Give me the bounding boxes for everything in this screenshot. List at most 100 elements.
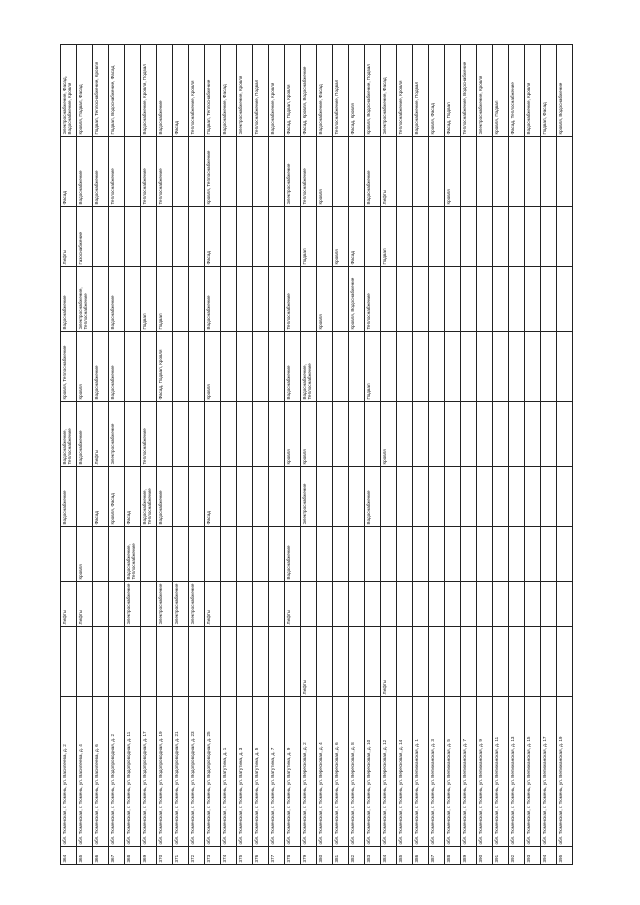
row-number: 367 — [108, 846, 125, 865]
work-cell — [236, 581, 253, 627]
work-cell — [524, 466, 541, 527]
work-cell — [172, 136, 189, 207]
work-cell — [476, 331, 493, 402]
work-cell: Водоснабжение, Теплоснабжение — [60, 401, 77, 467]
work-cell — [140, 331, 157, 402]
work-cell — [236, 466, 253, 527]
work-cell — [396, 401, 413, 467]
work-cell — [412, 401, 429, 467]
work-cell — [524, 581, 541, 627]
row-number: 368 — [124, 846, 141, 865]
work-cell: Водоснабжение — [76, 136, 93, 207]
table-row: 392 обл. Тюменская, г. Тюмень, ул. Велижа… — [508, 44, 525, 865]
work-cell: Кровля — [76, 331, 93, 402]
work-cell — [92, 526, 109, 582]
work-cell — [428, 136, 445, 207]
work-cell — [540, 626, 557, 697]
work-cell — [428, 466, 445, 527]
work-cell — [332, 401, 349, 467]
work-cell: Водоснабжение — [108, 331, 125, 402]
work-cell — [460, 331, 477, 402]
work-cell — [476, 466, 493, 527]
work-cell: Лифты — [204, 581, 221, 627]
work-cell — [188, 266, 205, 332]
work-cell — [492, 526, 509, 582]
work-cell — [508, 581, 525, 627]
work-cell — [92, 581, 109, 627]
work-cell: Фасад — [204, 206, 221, 267]
address-cell: обл. Тюменская, г. Тюмень, ул. Велижанск… — [460, 696, 477, 847]
work-cell: Теплоснабжение, Водоснабжение — [460, 44, 477, 137]
work-cell — [172, 206, 189, 267]
work-cell — [188, 401, 205, 467]
work-cell: Водоснабжение, Кровля — [268, 44, 285, 137]
work-cell: Фасад, Подвал, Кровля — [284, 44, 301, 137]
row-number: 382 — [348, 846, 365, 865]
work-cell — [332, 136, 349, 207]
work-cell — [428, 266, 445, 332]
work-cell — [428, 331, 445, 402]
work-cell — [140, 581, 157, 627]
work-cell — [108, 626, 125, 697]
work-cell — [252, 266, 269, 332]
work-cell — [188, 626, 205, 697]
row-number: 365 — [76, 846, 93, 865]
work-cell — [204, 626, 221, 697]
table-row: 394 обл. Тюменская, г. Тюмень, ул. Велижа… — [540, 44, 557, 865]
address-cell: обл. Тюменская, г. Тюмень, ул. Велижанск… — [428, 696, 445, 847]
work-cell — [540, 581, 557, 627]
table-row: 391 обл. Тюменская, г. Тюмень, ул. Велижа… — [492, 44, 509, 865]
work-cell: Газоснабжение — [76, 206, 93, 267]
work-cell — [252, 331, 269, 402]
table-row: 377 обл. Тюменская, г. Тюмень, ул. Ватути… — [268, 44, 285, 865]
work-cell: Водоснабжение — [204, 266, 221, 332]
work-cell: Теплоснабжение, Подвал — [252, 44, 269, 137]
work-cell — [252, 401, 269, 467]
row-number: 371 — [172, 846, 189, 865]
work-cell: Фасад — [204, 466, 221, 527]
work-cell — [284, 466, 301, 527]
work-cell — [476, 401, 493, 467]
row-number: 394 — [540, 846, 557, 865]
work-cell — [396, 626, 413, 697]
work-cell — [364, 401, 381, 467]
work-cell: Теплоснабжение — [140, 401, 157, 467]
work-cell — [444, 266, 461, 332]
work-cell — [348, 401, 365, 467]
work-cell — [380, 266, 397, 332]
work-cell: Теплоснабжение — [140, 136, 157, 207]
row-number: 378 — [284, 846, 301, 865]
work-cell: Кровля, Водоснабжение — [348, 266, 365, 332]
work-cell — [268, 626, 285, 697]
work-cell — [556, 526, 573, 582]
row-number: 395 — [556, 846, 573, 865]
work-cell: Водоснабжение, Кровля, Подвал — [140, 44, 157, 137]
work-cell — [204, 526, 221, 582]
work-cell — [556, 331, 573, 402]
work-cell — [156, 526, 173, 582]
address-cell: обл. Тюменская, г. Тюмень, ул. Верескова… — [300, 696, 317, 847]
work-cell: Теплоснабжение, Подвал — [332, 44, 349, 137]
work-cell: Кровля — [380, 401, 397, 467]
work-cell — [316, 466, 333, 527]
address-cell: обл. Тюменская, г. Тюмень, ул. Водопрово… — [204, 696, 221, 847]
address-cell: обл. Тюменская, г. Тюмень, ул. Велижанск… — [492, 696, 509, 847]
table: 364 обл. Тюменская, г. Тюмень, ул. Василе… — [60, 44, 573, 865]
work-cell — [476, 266, 493, 332]
work-cell: Подвал — [364, 331, 381, 402]
work-cell — [204, 401, 221, 467]
work-cell — [444, 626, 461, 697]
row-number: 389 — [460, 846, 477, 865]
table-row: 369 обл. Тюменская, г. Тюмень, ул. Водопр… — [140, 44, 157, 865]
work-cell — [332, 526, 349, 582]
work-cell: Теплоснабжение — [364, 266, 381, 332]
work-cell — [444, 331, 461, 402]
work-cell — [284, 626, 301, 697]
work-cell — [460, 136, 477, 207]
work-cell — [444, 581, 461, 627]
work-cell — [268, 331, 285, 402]
work-cell — [524, 266, 541, 332]
work-cell — [380, 466, 397, 527]
work-cell — [300, 266, 317, 332]
work-cell: Водоснабжение — [156, 466, 173, 527]
